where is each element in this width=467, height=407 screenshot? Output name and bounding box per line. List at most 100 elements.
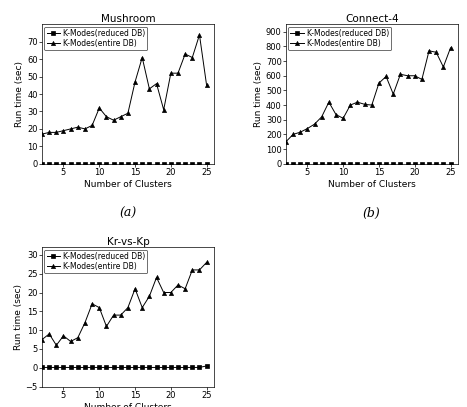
K-Modes(entire DB) <box>154 275 159 280</box>
K-Modes(reduced DB) <box>290 161 296 166</box>
K-Modes(entire DB) <box>168 71 174 76</box>
K-Modes(reduced DB) <box>89 161 95 166</box>
K-Modes(entire DB) <box>297 130 303 135</box>
K-Modes(reduced DB) <box>39 365 45 370</box>
K-Modes(reduced DB) <box>140 365 145 370</box>
K-Modes(reduced DB) <box>312 161 318 166</box>
K-Modes(entire DB) <box>46 331 52 336</box>
Text: (a): (a) <box>119 208 136 221</box>
Y-axis label: Run time (sec): Run time (sec) <box>15 61 24 127</box>
K-Modes(entire DB) <box>54 130 59 135</box>
K-Modes(reduced DB) <box>46 161 52 166</box>
K-Modes(entire DB) <box>190 55 195 60</box>
K-Modes(entire DB) <box>147 86 152 91</box>
K-Modes(entire DB) <box>376 81 382 85</box>
K-Modes(reduced DB) <box>333 161 339 166</box>
K-Modes(entire DB) <box>111 118 116 123</box>
K-Modes(entire DB) <box>319 114 325 119</box>
Y-axis label: Run time (sec): Run time (sec) <box>254 61 263 127</box>
K-Modes(reduced DB) <box>175 161 181 166</box>
K-Modes(reduced DB) <box>405 161 410 166</box>
K-Modes(entire DB) <box>54 343 59 348</box>
K-Modes(reduced DB) <box>132 365 138 370</box>
K-Modes(reduced DB) <box>347 161 353 166</box>
K-Modes(reduced DB) <box>125 161 131 166</box>
K-Modes(entire DB) <box>46 130 52 135</box>
K-Modes(entire DB) <box>39 337 45 342</box>
K-Modes(entire DB) <box>347 103 353 107</box>
K-Modes(entire DB) <box>61 333 66 338</box>
K-Modes(reduced DB) <box>89 365 95 370</box>
K-Modes(entire DB) <box>39 132 45 137</box>
X-axis label: Number of Clusters: Number of Clusters <box>84 403 172 407</box>
K-Modes(reduced DB) <box>304 161 310 166</box>
K-Modes(entire DB) <box>440 64 446 69</box>
K-Modes(reduced DB) <box>118 161 124 166</box>
K-Modes(entire DB) <box>168 290 174 295</box>
Legend: K-Modes(reduced DB), K-Modes(entire DB): K-Modes(reduced DB), K-Modes(entire DB) <box>44 249 147 274</box>
K-Modes(reduced DB) <box>154 365 159 370</box>
K-Modes(entire DB) <box>97 105 102 110</box>
K-Modes(entire DB) <box>448 46 453 50</box>
K-Modes(entire DB) <box>82 127 88 131</box>
K-Modes(entire DB) <box>326 100 332 105</box>
Legend: K-Modes(reduced DB), K-Modes(entire DB): K-Modes(reduced DB), K-Modes(entire DB) <box>44 27 147 50</box>
Title: Kr-vs-Kp: Kr-vs-Kp <box>106 236 149 247</box>
K-Modes(entire DB) <box>104 324 109 329</box>
K-Modes(entire DB) <box>204 260 209 265</box>
K-Modes(reduced DB) <box>118 365 124 370</box>
Line: K-Modes(reduced DB): K-Modes(reduced DB) <box>40 162 209 166</box>
K-Modes(entire DB) <box>175 282 181 287</box>
K-Modes(reduced DB) <box>68 161 73 166</box>
K-Modes(reduced DB) <box>46 365 52 370</box>
K-Modes(entire DB) <box>397 72 403 77</box>
K-Modes(entire DB) <box>154 81 159 86</box>
K-Modes(reduced DB) <box>161 161 167 166</box>
K-Modes(reduced DB) <box>433 161 439 166</box>
K-Modes(reduced DB) <box>297 161 303 166</box>
K-Modes(entire DB) <box>111 313 116 317</box>
X-axis label: Number of Clusters: Number of Clusters <box>328 179 416 189</box>
K-Modes(reduced DB) <box>283 161 289 166</box>
K-Modes(entire DB) <box>433 50 439 55</box>
Title: Connect-4: Connect-4 <box>345 14 399 24</box>
K-Modes(entire DB) <box>290 132 296 137</box>
K-Modes(reduced DB) <box>397 161 403 166</box>
K-Modes(reduced DB) <box>419 161 425 166</box>
K-Modes(entire DB) <box>412 73 417 78</box>
K-Modes(reduced DB) <box>190 365 195 370</box>
Y-axis label: Run time (sec): Run time (sec) <box>14 284 23 350</box>
K-Modes(entire DB) <box>61 128 66 133</box>
K-Modes(entire DB) <box>89 301 95 306</box>
K-Modes(reduced DB) <box>111 161 116 166</box>
K-Modes(reduced DB) <box>54 365 59 370</box>
Line: K-Modes(entire DB): K-Modes(entire DB) <box>284 46 453 144</box>
K-Modes(reduced DB) <box>426 161 432 166</box>
K-Modes(entire DB) <box>75 335 81 340</box>
K-Modes(reduced DB) <box>132 161 138 166</box>
K-Modes(entire DB) <box>97 305 102 310</box>
K-Modes(entire DB) <box>312 122 318 127</box>
K-Modes(entire DB) <box>125 305 131 310</box>
K-Modes(entire DB) <box>304 126 310 131</box>
K-Modes(entire DB) <box>390 92 396 96</box>
K-Modes(reduced DB) <box>154 161 159 166</box>
K-Modes(reduced DB) <box>111 365 116 370</box>
K-Modes(entire DB) <box>140 55 145 60</box>
K-Modes(entire DB) <box>204 83 209 88</box>
K-Modes(reduced DB) <box>39 161 45 166</box>
K-Modes(entire DB) <box>182 286 188 291</box>
K-Modes(entire DB) <box>118 114 124 119</box>
K-Modes(reduced DB) <box>97 161 102 166</box>
K-Modes(reduced DB) <box>97 365 102 370</box>
K-Modes(entire DB) <box>118 313 124 317</box>
K-Modes(entire DB) <box>340 116 346 121</box>
K-Modes(reduced DB) <box>204 363 209 368</box>
Line: K-Modes(reduced DB): K-Modes(reduced DB) <box>284 162 453 166</box>
Text: (b): (b) <box>363 208 381 221</box>
K-Modes(reduced DB) <box>54 161 59 166</box>
K-Modes(entire DB) <box>75 125 81 129</box>
K-Modes(reduced DB) <box>362 161 368 166</box>
K-Modes(entire DB) <box>125 111 131 116</box>
K-Modes(reduced DB) <box>75 161 81 166</box>
